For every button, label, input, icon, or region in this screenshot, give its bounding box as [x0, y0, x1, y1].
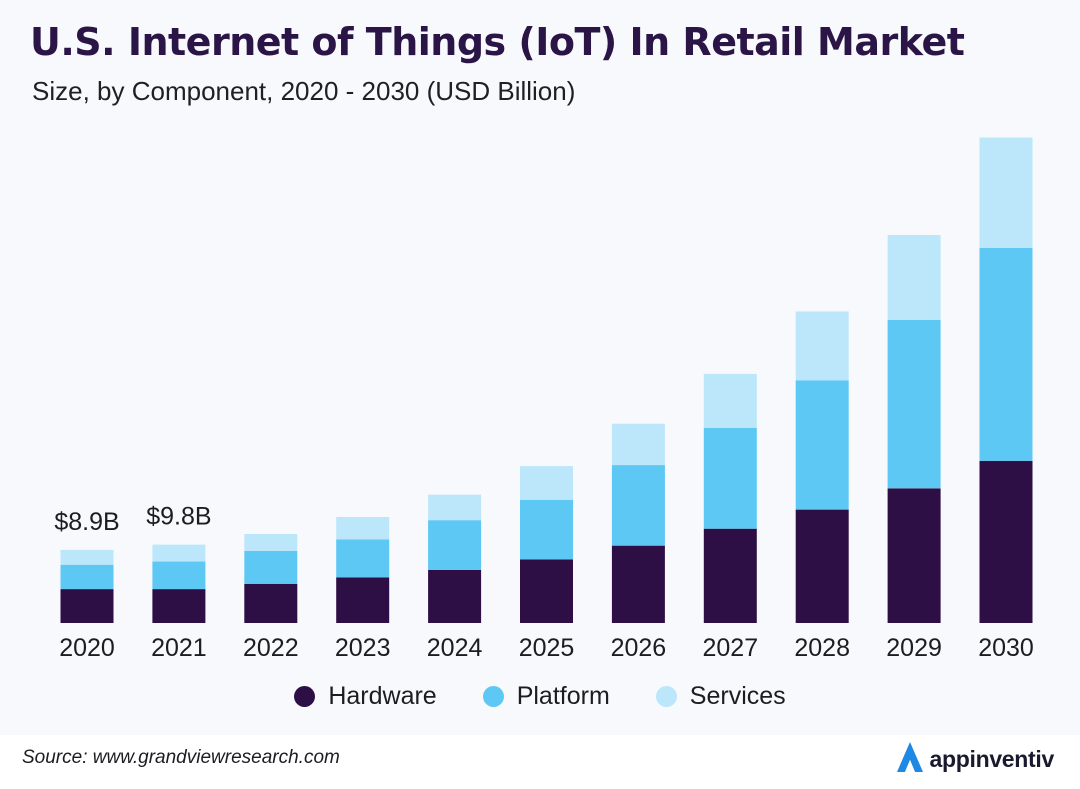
- bar-services-2026: [611, 423, 665, 465]
- bar-hardware-2030: [979, 460, 1033, 623]
- bar-hardware-2027: [703, 528, 757, 623]
- x-tick-label-2027: 2027: [702, 634, 758, 662]
- bar-services-2021: [152, 544, 206, 562]
- value-label-2021: $9.8B: [146, 503, 211, 531]
- x-tick-label-2028: 2028: [794, 634, 850, 662]
- bar-platform-2020: [60, 564, 114, 590]
- legend-swatch-hardware: [294, 686, 316, 707]
- bar-services-2028: [795, 311, 849, 381]
- bar-hardware-2024: [428, 570, 482, 623]
- stacked-bar-chart: 2020 2021 2022 2023 2024 2025 2026 2027 2028 2029…: [54, 137, 1034, 662]
- bar-hardware-2026: [611, 545, 665, 623]
- bar-platform-2022: [244, 550, 298, 584]
- bar-platform-2025: [520, 500, 573, 560]
- legend-item-platform[interactable]: Platform: [482, 682, 610, 711]
- brand-name: appinventiv: [929, 746, 1054, 772]
- bar-platform-2026: [611, 465, 665, 546]
- x-tick-label-2024: 2024: [427, 634, 483, 662]
- legend-item-services[interactable]: Services: [655, 682, 786, 711]
- bar-services-2024: [428, 494, 482, 521]
- x-tick-label-2030: 2030: [978, 634, 1034, 662]
- appinventiv-logo-icon: [895, 740, 925, 779]
- x-tick-label-2029: 2029: [886, 634, 942, 662]
- chart-legend: Hardware Platform Services: [0, 682, 1080, 711]
- bar-hardware-2020: [60, 589, 114, 623]
- bar-hardware-2029: [887, 488, 941, 623]
- source-note: Source: www.grandviewresearch.com: [22, 747, 340, 768]
- legend-label-hardware: Hardware: [328, 682, 437, 710]
- bar-services-2023: [336, 517, 390, 540]
- bar-platform-2028: [795, 380, 849, 510]
- bar-services-2025: [520, 466, 573, 500]
- x-tick-label-2021: 2021: [151, 634, 207, 662]
- legend-item-hardware[interactable]: Hardware: [294, 682, 437, 711]
- bar-services-2030: [979, 137, 1033, 248]
- bar-platform-2021: [152, 561, 206, 590]
- value-label-2020: $8.9B: [54, 508, 119, 536]
- bar-platform-2030: [979, 247, 1033, 461]
- chart-title: U.S. Internet of Things (IoT) In Retail …: [30, 20, 965, 64]
- chart-subtitle: Size, by Component, 2020 - 2030 (USD Bil…: [32, 76, 576, 106]
- bar-services-2020: [60, 549, 114, 565]
- bar-platform-2027: [703, 428, 757, 529]
- x-tick-label-2022: 2022: [243, 634, 299, 662]
- bar-services-2022: [244, 534, 298, 551]
- x-tick-label-2026: 2026: [611, 634, 667, 662]
- bar-platform-2024: [428, 520, 482, 570]
- bar-hardware-2023: [336, 577, 390, 623]
- x-tick-label-2025: 2025: [519, 634, 575, 662]
- bar-platform-2029: [887, 319, 941, 489]
- bar-services-2029: [887, 235, 941, 320]
- legend-label-services: Services: [689, 682, 786, 710]
- brand-logo[interactable]: appinventiv: [895, 740, 1054, 779]
- bar-hardware-2025: [520, 559, 573, 623]
- legend-swatch-platform: [482, 686, 504, 707]
- bar-services-2027: [703, 373, 757, 428]
- bar-platform-2023: [336, 539, 390, 578]
- bar-hardware-2022: [244, 583, 298, 623]
- x-tick-label-2020: 2020: [59, 634, 115, 662]
- legend-swatch-services: [655, 686, 677, 707]
- x-tick-label-2023: 2023: [335, 634, 391, 662]
- bar-hardware-2021: [152, 589, 206, 623]
- legend-label-platform: Platform: [516, 682, 610, 710]
- bar-hardware-2028: [795, 509, 849, 623]
